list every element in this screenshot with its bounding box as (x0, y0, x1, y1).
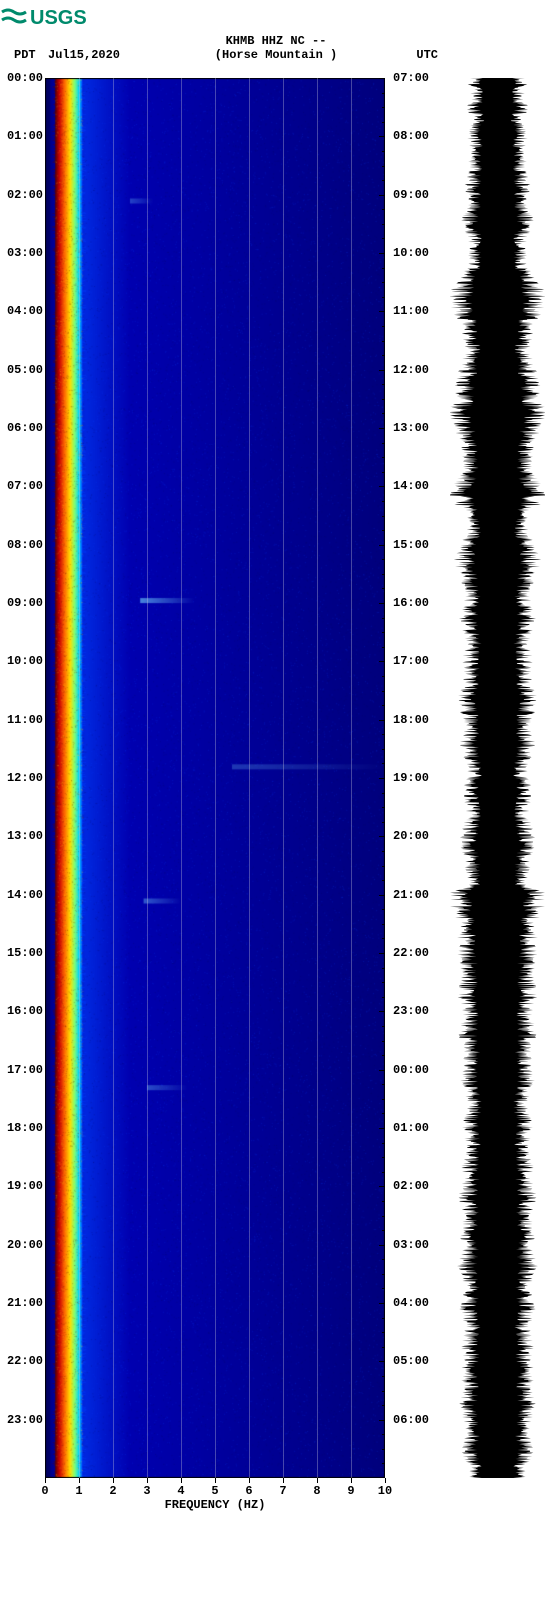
left-hour-label: 04:00 (7, 304, 43, 318)
left-hour-label: 03:00 (7, 246, 43, 260)
right-hour-label: 16:00 (393, 596, 429, 610)
left-hour-label: 08:00 (7, 538, 43, 552)
right-hour-label: 11:00 (393, 304, 429, 318)
plot-header: KHMB HHZ NC -- (Horse Mountain ) PDT Jul… (0, 34, 552, 70)
frequency-tick: 6 (245, 1484, 252, 1498)
right-hour-label: 02:00 (393, 1179, 429, 1193)
right-hour-label: 10:00 (393, 246, 429, 260)
right-hour-label: 20:00 (393, 829, 429, 843)
left-hour-label: 21:00 (7, 1296, 43, 1310)
right-hour-label: 15:00 (393, 538, 429, 552)
frequency-tick: 2 (109, 1484, 116, 1498)
left-time-axis: 00:0001:0002:0003:0004:0005:0006:0007:00… (0, 78, 45, 1478)
right-hour-label: 17:00 (393, 654, 429, 668)
right-hour-label: 01:00 (393, 1121, 429, 1135)
right-hour-label: 13:00 (393, 421, 429, 435)
left-hour-label: 12:00 (7, 771, 43, 785)
station-code: KHMB HHZ NC -- (226, 34, 327, 48)
left-hour-label: 01:00 (7, 129, 43, 143)
left-hour-label: 10:00 (7, 654, 43, 668)
left-hour-label: 20:00 (7, 1238, 43, 1252)
frequency-axis-label: FREQUENCY (HZ) (165, 1498, 266, 1512)
right-hour-label: 21:00 (393, 888, 429, 902)
frequency-tick: 5 (211, 1484, 218, 1498)
right-hour-label: 08:00 (393, 129, 429, 143)
frequency-axis: 012345678910 FREQUENCY (HZ) (45, 1478, 385, 1518)
frequency-tick: 0 (41, 1484, 48, 1498)
left-hour-label: 11:00 (7, 713, 43, 727)
frequency-tick: 3 (143, 1484, 150, 1498)
right-hour-label: 19:00 (393, 771, 429, 785)
frequency-tick: 7 (279, 1484, 286, 1498)
left-hour-label: 15:00 (7, 946, 43, 960)
right-timezone: UTC (416, 48, 438, 62)
right-hour-label: 09:00 (393, 188, 429, 202)
right-hour-label: 03:00 (393, 1238, 429, 1252)
right-hour-label: 14:00 (393, 479, 429, 493)
left-hour-label: 13:00 (7, 829, 43, 843)
right-hour-label: 04:00 (393, 1296, 429, 1310)
waveform-trace (450, 78, 545, 1478)
frequency-tick: 9 (347, 1484, 354, 1498)
right-hour-label: 18:00 (393, 713, 429, 727)
right-hour-label: 06:00 (393, 1413, 429, 1427)
frequency-tick: 1 (75, 1484, 82, 1498)
left-hour-label: 16:00 (7, 1004, 43, 1018)
right-time-axis: 07:0008:0009:0010:0011:0012:0013:0014:00… (385, 78, 440, 1478)
left-hour-label: 14:00 (7, 888, 43, 902)
right-hour-label: 23:00 (393, 1004, 429, 1018)
right-hour-label: 00:00 (393, 1063, 429, 1077)
svg-text:USGS: USGS (30, 7, 87, 29)
usgs-logo: USGS (0, 0, 552, 34)
left-hour-label: 07:00 (7, 479, 43, 493)
left-hour-label: 18:00 (7, 1121, 43, 1135)
station-location: (Horse Mountain ) (215, 48, 337, 62)
right-hour-label: 12:00 (393, 363, 429, 377)
left-hour-label: 19:00 (7, 1179, 43, 1193)
plot-date: Jul15,2020 (48, 48, 120, 62)
left-hour-label: 22:00 (7, 1354, 43, 1368)
plot-area: 00:00 01:00 02:00 03:00 04:00 05:00 06:00 07:00… (0, 78, 552, 1498)
spectrogram (45, 78, 385, 1478)
left-hour-label: 02:00 (7, 188, 43, 202)
left-hour-label: 23:00 (7, 1413, 43, 1427)
right-hour-label: 05:00 (393, 1354, 429, 1368)
left-hour-label: 00:00 (7, 71, 43, 85)
left-hour-label: 09:00 (7, 596, 43, 610)
frequency-tick: 10 (378, 1484, 392, 1498)
frequency-tick: 8 (313, 1484, 320, 1498)
left-timezone: PDT (14, 48, 36, 62)
frequency-tick: 4 (177, 1484, 184, 1498)
right-hour-label: 22:00 (393, 946, 429, 960)
left-hour-label: 06:00 (7, 421, 43, 435)
left-hour-label: 17:00 (7, 1063, 43, 1077)
left-hour-label: 05:00 (7, 363, 43, 377)
right-hour-label: 07:00 (393, 71, 429, 85)
